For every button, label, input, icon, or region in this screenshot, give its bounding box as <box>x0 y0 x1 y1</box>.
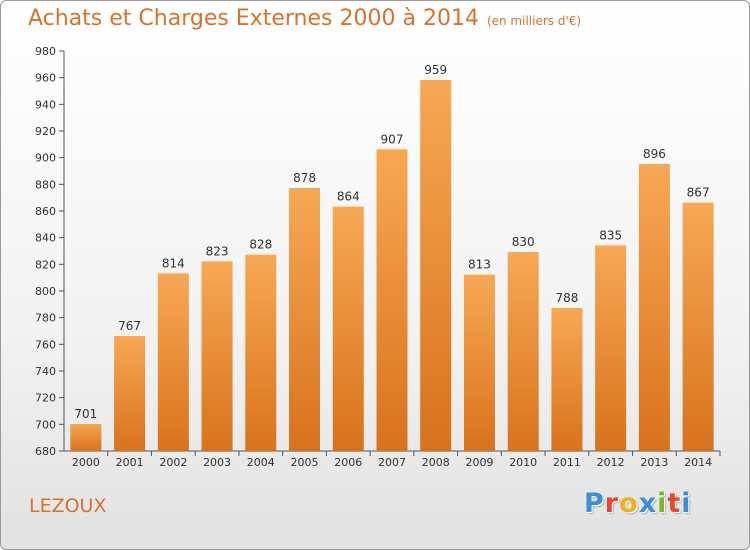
bar-2001 <box>114 335 146 451</box>
data-label: 864 <box>337 190 360 204</box>
data-label: 867 <box>687 186 710 200</box>
chart-title-text: Achats et Charges Externes 2000 à 2014 <box>28 6 479 31</box>
x-tick-label: 2014 <box>684 456 712 469</box>
y-tick-label: 900 <box>35 152 56 165</box>
data-label: 767 <box>118 319 141 333</box>
x-tick-label: 2006 <box>334 456 362 469</box>
data-label: 828 <box>249 238 272 252</box>
data-labels: 701 767 814 823 828 878 864 907 959 813 830 788 835 8… <box>74 63 709 421</box>
data-label: 788 <box>555 291 578 305</box>
bars <box>70 79 714 452</box>
data-label: 907 <box>381 132 404 146</box>
y-axis: 680 700 720 740 760 780 800 820 840 860 880 900 920 9… <box>35 45 65 458</box>
bar-2013 <box>638 163 670 451</box>
bar-2005 <box>289 187 321 451</box>
bar-2010 <box>507 251 539 451</box>
chart-subtitle: (en milliers d'€) <box>486 14 582 28</box>
chart-title: Achats et Charges Externes 2000 à 2014 (e… <box>28 6 581 31</box>
data-label: 701 <box>74 407 97 421</box>
x-tick-label: 2000 <box>72 456 100 469</box>
y-tick-label: 780 <box>35 312 56 325</box>
y-tick-label: 820 <box>35 258 56 271</box>
y-tick-label: 940 <box>35 98 56 111</box>
x-tick-label: 2008 <box>422 456 450 469</box>
x-tick-label: 2001 <box>116 456 144 469</box>
data-label: 813 <box>468 258 491 272</box>
x-tick-label: 2007 <box>378 456 406 469</box>
bar-2004 <box>245 253 277 451</box>
bar-2000 <box>70 423 102 451</box>
bar-2014 <box>682 201 714 451</box>
logo-letter: o <box>619 488 639 519</box>
data-label: 814 <box>162 256 185 270</box>
y-tick-label: 880 <box>35 178 56 191</box>
data-label: 823 <box>206 244 229 258</box>
proxiti-logo: Proxiti <box>584 488 692 519</box>
y-tick-label: 680 <box>35 445 56 458</box>
y-tick-label: 980 <box>35 45 56 58</box>
x-tick-label: 2012 <box>597 456 625 469</box>
bar-2012 <box>595 244 627 451</box>
bar-2002 <box>157 272 189 451</box>
bar-2011 <box>551 307 583 451</box>
data-label: 835 <box>599 228 622 242</box>
x-tick-label: 2002 <box>159 456 187 469</box>
logo-letter: x <box>638 488 658 519</box>
x-tick-label: 2009 <box>465 456 493 469</box>
y-tick-label: 700 <box>35 418 56 431</box>
x-tick-label: 2010 <box>509 456 537 469</box>
y-tick-label: 760 <box>35 338 56 351</box>
x-tick-label: 2011 <box>553 456 581 469</box>
data-label: 959 <box>424 63 447 77</box>
bar-2003 <box>201 260 233 451</box>
x-tick-label: 2005 <box>291 456 319 469</box>
y-tick-label: 840 <box>35 232 56 245</box>
data-label: 896 <box>643 147 666 161</box>
data-label: 878 <box>293 171 316 185</box>
y-tick-label: 800 <box>35 285 56 298</box>
x-axis: 2000 2001 2002 2003 2004 2005 2006 2007 2008 2009… <box>64 450 721 469</box>
logo-letter: r <box>604 488 620 519</box>
y-tick-label: 920 <box>35 125 56 138</box>
logo-letter: P <box>584 488 605 519</box>
x-tick-label: 2003 <box>203 456 231 469</box>
bar-2009 <box>463 273 495 451</box>
data-label: 830 <box>512 235 535 249</box>
x-tick-label: 2004 <box>247 456 275 469</box>
bar-2008 <box>420 79 452 451</box>
x-tick-label: 2013 <box>640 456 668 469</box>
logo-letter: i <box>681 488 692 519</box>
y-tick-label: 860 <box>35 205 56 218</box>
bar-2007 <box>376 148 408 452</box>
y-tick-label: 960 <box>35 72 56 85</box>
logo-letter: i <box>657 488 668 519</box>
y-tick-label: 720 <box>35 392 56 405</box>
y-tick-label: 740 <box>35 365 56 378</box>
logo-letter: t <box>667 488 682 519</box>
bar-2006 <box>332 205 364 451</box>
place-name: LEZOUX <box>29 495 107 517</box>
